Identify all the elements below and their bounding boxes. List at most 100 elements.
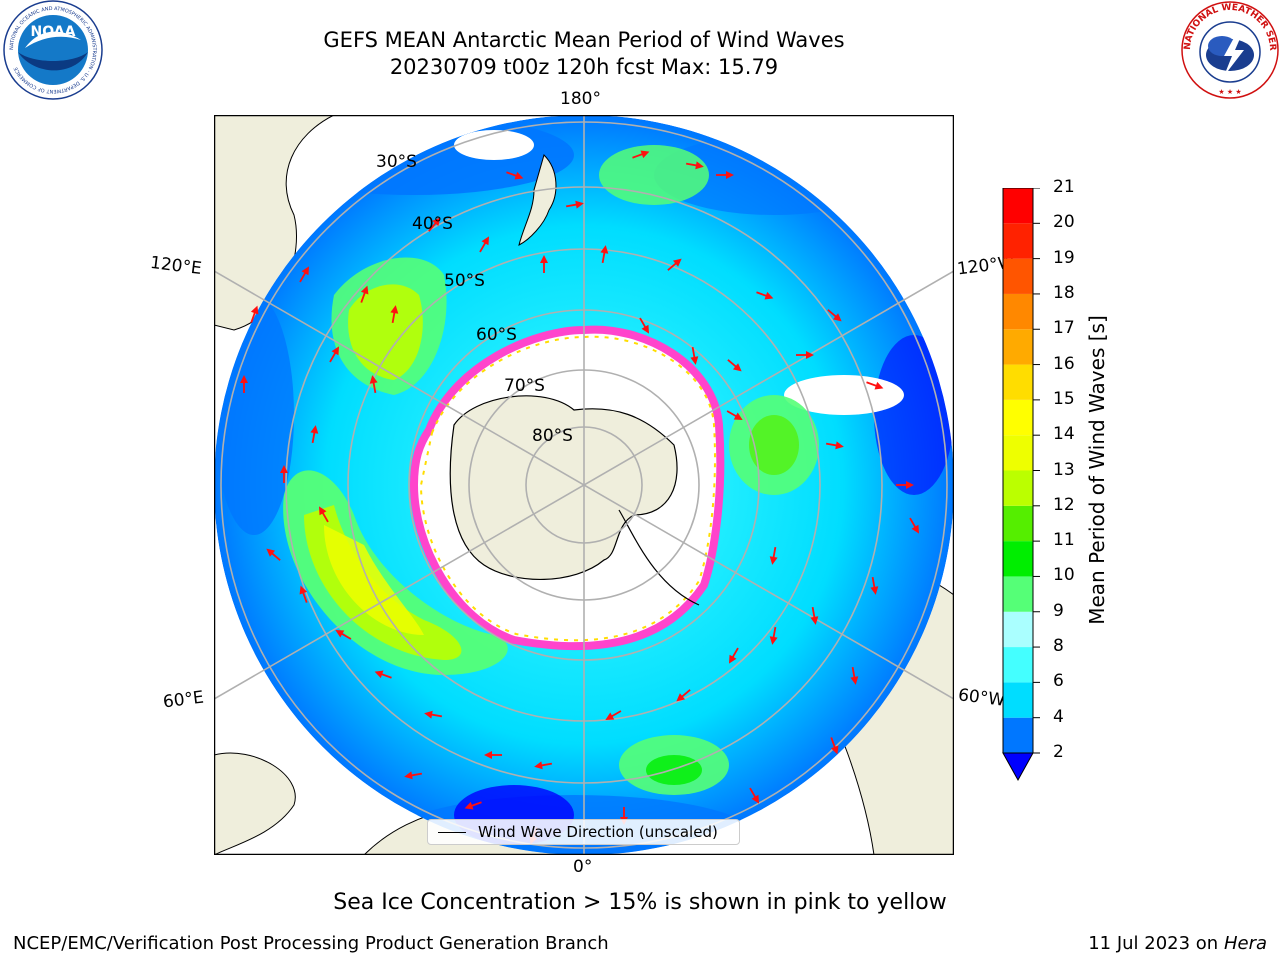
colorbar-segment: [1003, 293, 1033, 330]
wave-direction-arrow: [280, 465, 288, 483]
wave-direction-arrow: [667, 258, 682, 271]
sea-ice-note: Sea Ice Concentration > 15% is shown in …: [333, 890, 947, 915]
wave-direction-arrow: [727, 359, 742, 372]
colorbar-extend-min: [1002, 752, 1034, 782]
swell-region-south-indian: [283, 470, 508, 675]
colorbar-segment: [1003, 647, 1033, 683]
meridian-60e-120w: [214, 270, 954, 700]
wave-direction-arrow: [769, 626, 778, 645]
wave-direction-arrow: [484, 751, 502, 759]
lon-label-60e: 60°E: [161, 687, 205, 713]
colorbar-tick-label: 21: [1053, 177, 1075, 197]
lon-label-0: 0°: [573, 857, 593, 877]
legend-label: Wind Wave Direction (unscaled): [478, 823, 718, 841]
wave-direction-arrow: [866, 381, 884, 390]
wave-direction-arrow: [424, 710, 443, 719]
footer-credit: NCEP/EMC/Verification Post Processing Pr…: [13, 933, 609, 954]
colorbar-segment: [1003, 611, 1033, 648]
wave-direction-arrow: [716, 171, 734, 179]
wave-direction-arrow: [240, 375, 248, 393]
map-border: [214, 115, 954, 855]
lat-label-80s: 80°S: [532, 426, 573, 446]
polar-map: 30°S 40°S 50°S 60°S 70°S 80°S: [214, 115, 954, 855]
lat-label-70s: 70°S: [504, 376, 545, 396]
colorbar-tick-label: 19: [1053, 247, 1075, 268]
colorbar-segment: [1003, 435, 1033, 471]
colorbar-tick-label: 4: [1053, 706, 1064, 727]
footer-date: 11 Jul 2023 on Hera: [1088, 933, 1267, 954]
colorbar-tick-label: 20: [1053, 212, 1075, 233]
chart-subtitle-date: 20230709 t00z 120h fcst Max: 15.79: [389, 55, 779, 79]
colorbar-tick-label: 13: [1053, 459, 1075, 480]
colorbar-segment: [1003, 223, 1033, 259]
wind-wave-arrows: [240, 150, 919, 845]
colorbar-segment: [1003, 188, 1033, 224]
colorbar-tick-label: 17: [1053, 318, 1075, 339]
wave-direction-arrow: [506, 171, 524, 180]
wave-direction-arrow: [360, 285, 369, 303]
colorbar-tick-label: 15: [1053, 388, 1075, 409]
wave-direction-arrow: [639, 317, 649, 334]
graticule: [214, 115, 954, 855]
wave-direction-arrow: [250, 305, 259, 323]
wave-direction-arrow: [830, 737, 839, 755]
colorbar: [1002, 188, 1040, 782]
wave-direction-arrow: [464, 801, 482, 810]
footer-date-text: 11 Jul 2023 on: [1088, 933, 1224, 954]
wave-direction-arrow: [632, 150, 650, 159]
footer-host: Hera: [1223, 933, 1267, 954]
wave-direction-arrow: [428, 217, 441, 232]
colorbar-tick-label: 2: [1053, 742, 1064, 762]
wave-direction-arrow: [870, 576, 879, 595]
wave-direction-arrow: [565, 200, 584, 209]
wave-direction-arrow: [299, 585, 308, 603]
wave-direction-arrow: [726, 410, 743, 420]
lat-label-30s: 30°S: [376, 152, 417, 172]
colorbar-segment: [1003, 258, 1033, 294]
colorbar-tick-label: 6: [1053, 671, 1064, 692]
lon-label-120e: 120°E: [148, 252, 203, 280]
chart-title: GEFS MEAN Antarctic Mean Period of Wind …: [323, 28, 845, 52]
wave-direction-arrow: [540, 255, 548, 273]
lat-label-60s: 60°S: [476, 325, 517, 345]
wave-direction-arrow: [850, 666, 859, 685]
wave-direction-arrow: [756, 291, 774, 300]
map-legend: Wind Wave Direction (unscaled): [427, 819, 740, 845]
colorbar-tick-label: 8: [1053, 636, 1064, 657]
wave-direction-arrow: [676, 689, 691, 702]
lat-label-40s: 40°S: [412, 214, 453, 234]
wave-direction-arrow: [729, 647, 739, 664]
colorbar-segment: [1003, 399, 1033, 436]
wave-direction-arrow: [769, 546, 778, 565]
wave-direction-arrow: [605, 710, 622, 720]
colorbar-segment: [1003, 505, 1033, 542]
wave-direction-arrow: [319, 506, 329, 523]
wave-direction-arrow: [299, 266, 309, 283]
colorbar-label: Mean Period of Wind Waves [s]: [1085, 315, 1109, 625]
wave-direction-arrow: [310, 425, 319, 444]
colorbar-segment: [1003, 329, 1033, 365]
lat-label-50s: 50°S: [444, 271, 485, 291]
wave-direction-arrow: [600, 245, 609, 264]
colorbar-segment: [1003, 717, 1033, 753]
wave-direction-arrow: [329, 346, 339, 363]
wave-direction-arrow: [825, 441, 844, 450]
wave-direction-arrow: [390, 305, 399, 324]
colorbar-tick-label: 12: [1053, 494, 1075, 515]
wave-direction-arrow: [896, 481, 914, 489]
colorbar-tick-label: 18: [1053, 282, 1075, 303]
wave-direction-arrow: [404, 771, 423, 780]
wave-direction-arrow: [369, 375, 378, 394]
colorbar-segment: [1003, 682, 1033, 718]
wave-direction-arrow: [374, 670, 392, 679]
wave-direction-arrow: [685, 161, 704, 170]
wave-direction-arrow: [266, 548, 281, 561]
antarctica-with-sea-ice: [409, 325, 725, 651]
colorbar-tick-label: 9: [1053, 600, 1064, 621]
colorbar-tick-label: 14: [1053, 424, 1075, 445]
colorbar-segment: [1003, 576, 1033, 612]
legend-line-swatch: [438, 832, 466, 833]
colorbar-segment: [1003, 541, 1033, 577]
wave-direction-arrow: [909, 517, 919, 534]
wave-direction-arrow: [749, 787, 759, 804]
